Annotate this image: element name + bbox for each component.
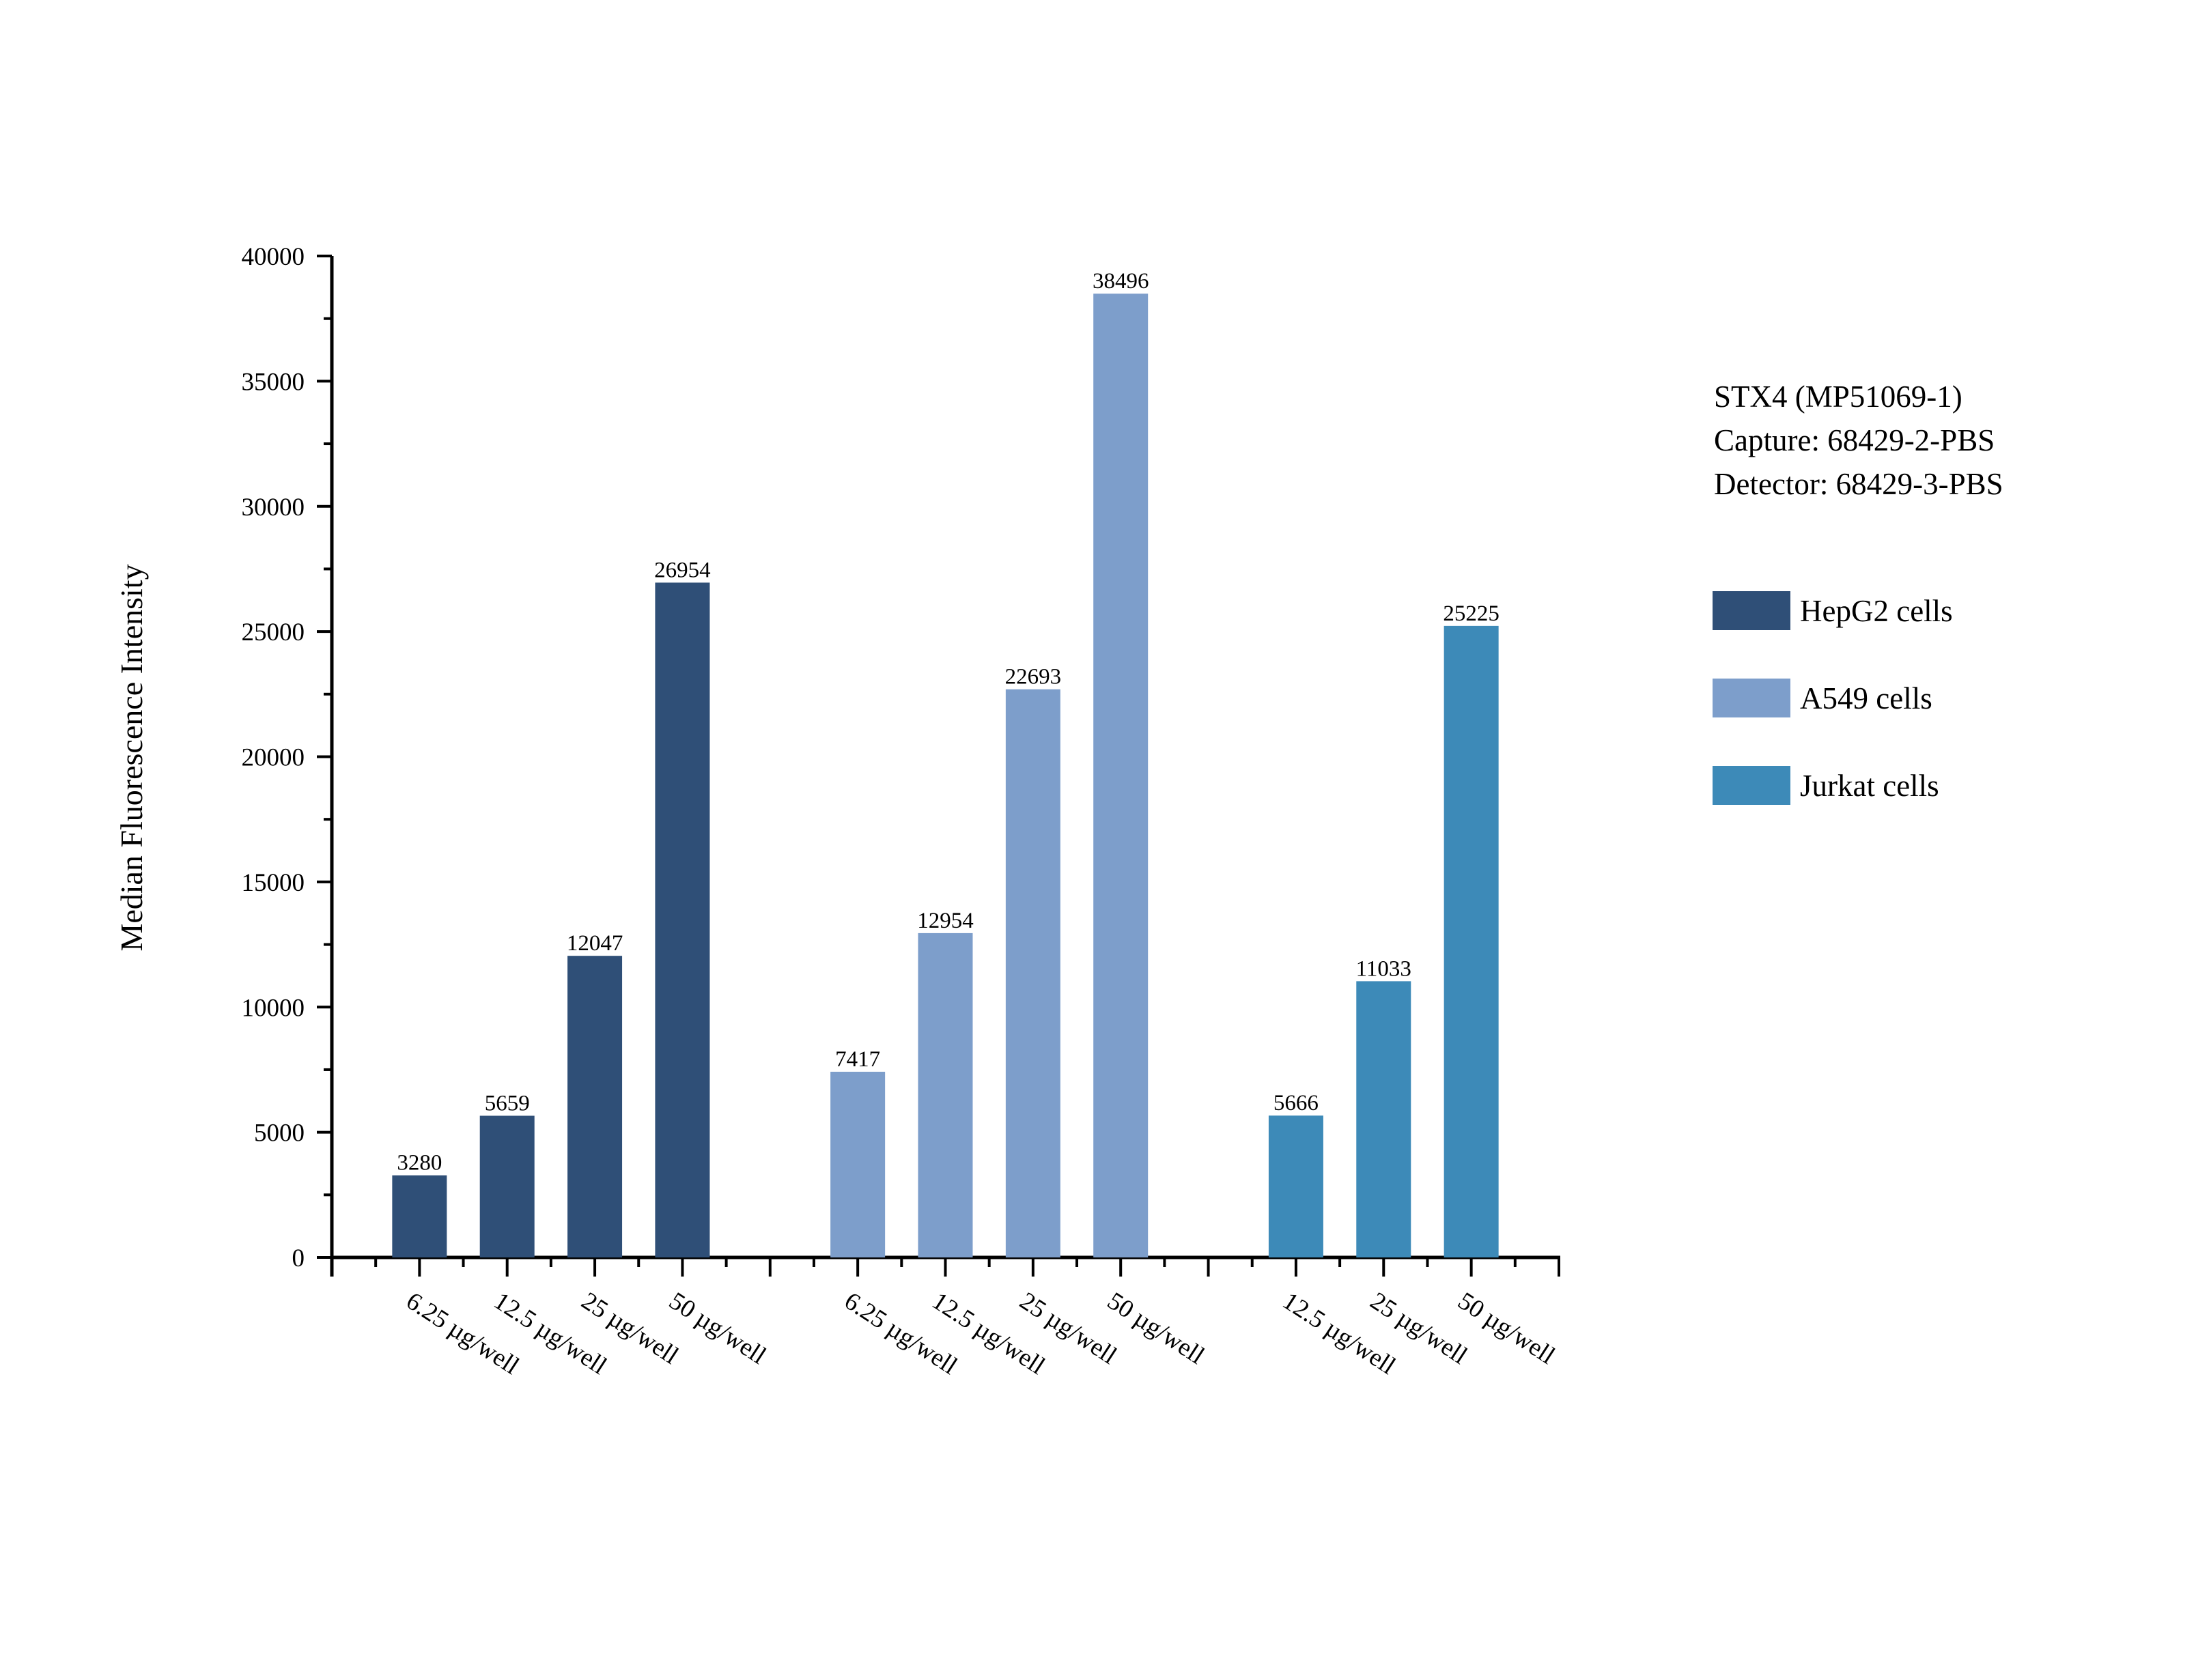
data-label: 22693 bbox=[1005, 665, 1062, 689]
legend-swatch bbox=[1713, 679, 1790, 717]
data-label: 3280 bbox=[397, 1151, 442, 1176]
data-label: 12047 bbox=[567, 931, 623, 956]
data-label: 5666 bbox=[1273, 1091, 1319, 1115]
y-tick-label: 40000 bbox=[242, 243, 305, 271]
y-tick-label: 15000 bbox=[242, 869, 305, 897]
y-tick-label: 20000 bbox=[242, 744, 305, 772]
legend-label: Jurkat cells bbox=[1800, 769, 1939, 803]
y-tick-label: 35000 bbox=[242, 368, 305, 396]
y-tick-label: 5000 bbox=[254, 1120, 305, 1148]
data-label: 7417 bbox=[835, 1047, 880, 1072]
axes: 0 5000 10000 15000 20000 25000 30000 35000 40000 bbox=[242, 243, 1560, 1277]
bar bbox=[918, 932, 973, 1257]
y-tick-label: 30000 bbox=[242, 494, 305, 522]
y-tick-label: 25000 bbox=[242, 618, 305, 646]
data-label: 11033 bbox=[1356, 956, 1411, 981]
annotation-line: Capture: 68429-2-PBS bbox=[1714, 423, 1995, 457]
legend-label: HepG2 cells bbox=[1800, 594, 1953, 628]
legend: HepG2 cells A549 cells Jurkat cells bbox=[1713, 591, 1953, 805]
x-tick-label: 50 µg/well bbox=[664, 1287, 772, 1370]
legend-swatch bbox=[1713, 766, 1790, 805]
y-axis-label: Median Fluorescence Intensity bbox=[114, 564, 149, 951]
x-tick-label: 50 µg/well bbox=[1102, 1287, 1209, 1370]
y-tick-label: 10000 bbox=[242, 994, 305, 1022]
bar bbox=[392, 1175, 447, 1257]
y-tick-label: 0 bbox=[292, 1244, 305, 1272]
bar bbox=[1444, 625, 1499, 1257]
legend-swatch bbox=[1713, 591, 1790, 630]
bar bbox=[655, 582, 710, 1257]
bar bbox=[1093, 294, 1149, 1258]
annotation: STX4 (MP51069-1) Capture: 68429-2-PBS Dete… bbox=[1714, 380, 2003, 501]
x-tick-label: 50 µg/well bbox=[1453, 1287, 1560, 1370]
data-label: 25225 bbox=[1443, 601, 1500, 626]
data-label: 5659 bbox=[485, 1091, 530, 1115]
data-label: 38496 bbox=[1093, 269, 1149, 294]
bar bbox=[567, 956, 623, 1257]
data-label: 12954 bbox=[917, 909, 974, 933]
data-label: 26954 bbox=[654, 558, 711, 582]
bar bbox=[830, 1071, 886, 1257]
annotation-line: Detector: 68429-3-PBS bbox=[1714, 467, 2003, 501]
bar bbox=[1268, 1115, 1323, 1257]
bar bbox=[1005, 689, 1060, 1257]
bar bbox=[479, 1115, 535, 1257]
bar bbox=[1356, 981, 1411, 1257]
legend-label: A549 cells bbox=[1800, 681, 1932, 715]
annotation-line: STX4 (MP51069-1) bbox=[1714, 380, 1962, 414]
